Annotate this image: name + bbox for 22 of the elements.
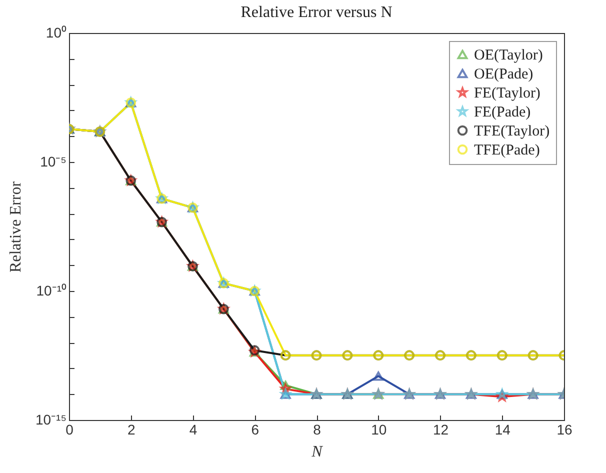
y-axis-title: Relative Error: [7, 180, 24, 273]
x-axis-title: N: [310, 444, 324, 460]
x-tick-label: 0: [66, 422, 74, 438]
x-tick-label: 10: [371, 422, 387, 438]
legend-label: OE(Pade): [474, 66, 534, 82]
legend-label: FE(Taylor): [474, 86, 540, 102]
y-tick-label: 10⁰: [46, 24, 66, 40]
x-tick-label: 4: [189, 422, 198, 438]
legend-label: TFE(Taylor): [474, 124, 550, 140]
x-tick-label: 16: [556, 422, 572, 438]
x-tick-label: 12: [432, 422, 449, 438]
chart-title: Relative Error versus N: [240, 4, 393, 21]
x-tick-label: 8: [313, 422, 322, 438]
x-tick-label: 2: [127, 422, 136, 438]
legend-label: TFE(Pade): [474, 142, 540, 158]
legend-label: OE(Taylor): [474, 48, 543, 64]
x-tick-label: 6: [251, 422, 260, 438]
y-tick-label: 10⁻⁵: [40, 154, 66, 170]
x-tick-label: 14: [494, 422, 511, 438]
y-tick-label: 10⁻¹⁵: [35, 412, 66, 428]
legend-label: FE(Pade): [474, 104, 531, 120]
y-tick-label: 10⁻¹⁰: [36, 282, 66, 298]
